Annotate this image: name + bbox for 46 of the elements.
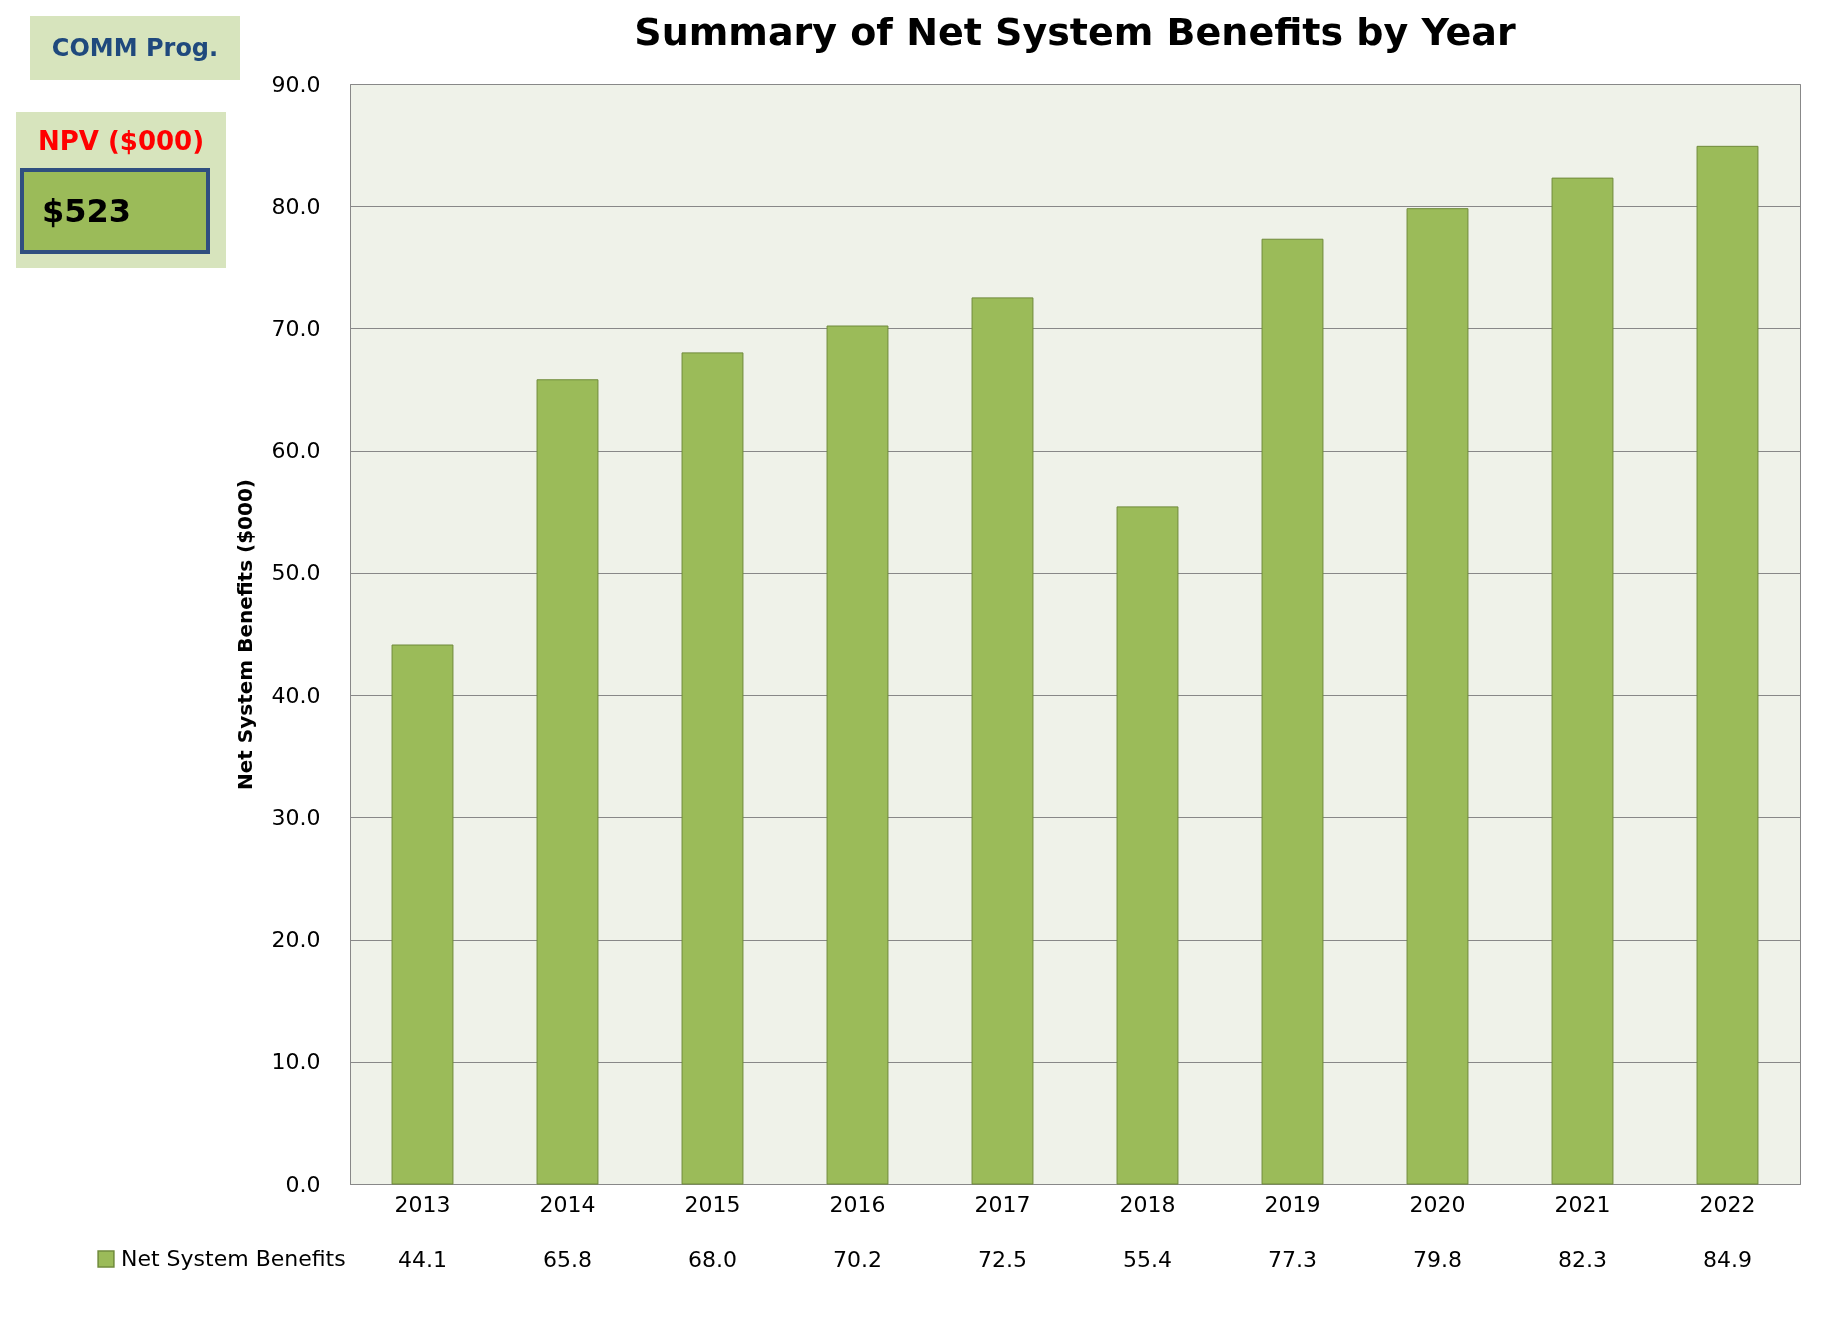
x-tick-label: 2015 — [684, 1191, 741, 1217]
y-tick-label: 60.0 — [271, 438, 321, 464]
y-tick-label: 50.0 — [271, 560, 321, 586]
bar — [826, 325, 889, 1185]
legend-label: Net System Benefits — [121, 1246, 346, 1271]
bar — [536, 379, 599, 1185]
bar — [971, 297, 1034, 1185]
x-tick-label: 2021 — [1554, 1191, 1611, 1217]
chart-title: Summary of Net System Benefits by Year — [634, 10, 1516, 54]
bar — [681, 352, 744, 1185]
data-label: 72.5 — [978, 1247, 1027, 1272]
data-label: 68.0 — [688, 1247, 737, 1272]
bar — [391, 644, 454, 1185]
data-label: 79.8 — [1413, 1247, 1462, 1272]
data-label: 82.3 — [1558, 1247, 1607, 1272]
text: $523 — [20, 168, 210, 254]
data-label: 65.8 — [543, 1247, 592, 1272]
x-tick-label: 2016 — [829, 1191, 886, 1217]
text: NPV ($000) — [36, 126, 206, 156]
bar — [1261, 238, 1324, 1185]
x-tick-label: 2017 — [974, 1191, 1031, 1217]
bar — [1551, 177, 1614, 1185]
y-tick-label: 20.0 — [271, 927, 321, 953]
data-label: 55.4 — [1123, 1247, 1172, 1272]
y-axis-title: Net System Benefits ($000) — [232, 479, 257, 790]
y-tick-label: 10.0 — [271, 1049, 321, 1075]
y-tick-label: 70.0 — [271, 315, 321, 341]
x-tick-label: 2014 — [539, 1191, 596, 1217]
text: COMM Prog. — [30, 16, 240, 80]
bar — [1696, 145, 1759, 1185]
data-label: 84.9 — [1703, 1247, 1752, 1272]
data-label: 77.3 — [1268, 1247, 1317, 1272]
bar — [1406, 208, 1469, 1185]
x-tick-label: 2020 — [1409, 1191, 1466, 1217]
data-label: 70.2 — [833, 1247, 882, 1272]
x-tick-label: 2018 — [1119, 1191, 1176, 1217]
bar — [1116, 506, 1179, 1185]
y-tick-label: 90.0 — [271, 71, 321, 97]
data-label: 44.1 — [398, 1247, 447, 1272]
y-tick-label: 0.0 — [285, 1171, 321, 1197]
y-tick-label: 40.0 — [271, 682, 321, 708]
x-tick-label: 2019 — [1264, 1191, 1321, 1217]
x-tick-label: 2013 — [394, 1191, 451, 1217]
x-tick-label: 2022 — [1699, 1191, 1756, 1217]
y-tick-label: 80.0 — [271, 193, 321, 219]
y-tick-label: 30.0 — [271, 804, 321, 830]
